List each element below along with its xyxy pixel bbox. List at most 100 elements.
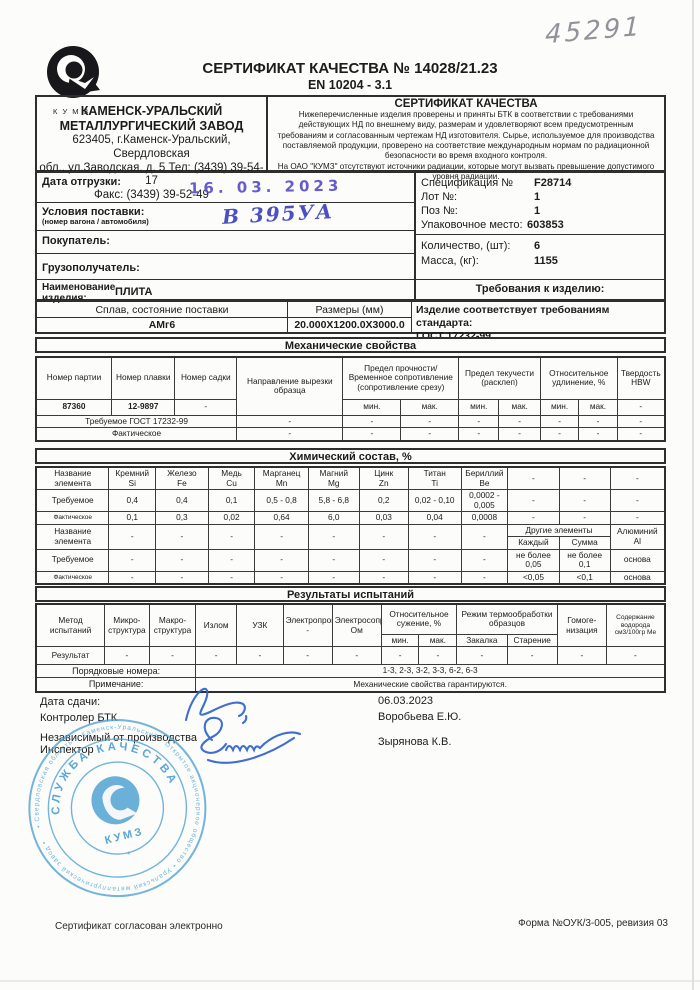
controller-label: Контролер БТК	[40, 712, 118, 724]
dash-cell: -	[506, 646, 558, 666]
chemical-composition-table: Название элемента Кремний Si Железо Fe Мед…	[35, 466, 666, 586]
ordinal-numbers-value: 1-3, 2-3, 3-2, 3-3, 6-2, 6-3	[195, 664, 666, 679]
dash-cell: -	[342, 427, 402, 442]
dash-cell: -	[400, 427, 460, 442]
chem-aluminium-header: Алюминий Al	[609, 523, 666, 550]
chem-header-fe: Железо Fe	[155, 466, 209, 491]
standard-value: ГОСТ 17232-99	[416, 330, 492, 343]
dash-cell: -	[155, 523, 209, 550]
tests-header-elcond: Электропроводность, -	[282, 603, 333, 648]
chem-header-be: Бериллий Be	[460, 466, 509, 491]
chem-required2-row: Требуемое - - - - - - - - не более 0,05 …	[35, 548, 666, 572]
mech-header-melt: Номер плавки	[110, 356, 176, 400]
dash-cell: -	[498, 427, 541, 442]
dash-cell: -	[236, 646, 284, 666]
chem-header-mg: Магний Mg	[307, 466, 360, 491]
chem-header-ti: Титан Ti	[407, 466, 462, 491]
ship-date-stamp: 16. 03. 2023	[188, 176, 343, 198]
scan-edge	[0, 980, 700, 982]
dash-cell: -	[498, 414, 541, 429]
chem-actual2-row: Фактическое - - - - - - - - <0,05 <0,1 о…	[35, 570, 666, 585]
page-subtitle: EN 10204 - 3.1	[307, 78, 393, 92]
chem-header-si: Кремний Si	[108, 466, 156, 491]
signature-flourish	[241, 714, 248, 725]
mech-header-sadka: Номер садки	[174, 356, 238, 400]
dash-cell: -	[104, 646, 150, 666]
mechanical-properties-table: Номер партии Номер плавки Номер садки На…	[35, 356, 666, 442]
chem-required-cu: 0,1	[207, 489, 256, 513]
dash-cell: -	[507, 466, 560, 491]
tests-header-hydrogen: Содержание водорода см3/100гр Ме	[605, 603, 666, 648]
delivery-conditions-label: Условия поставки:	[42, 206, 145, 218]
dash-cell: -	[609, 489, 666, 513]
footer-left: Сертификат согласован электронно	[55, 921, 223, 932]
package-value: 603853	[527, 219, 564, 231]
chem-required-row: Требуемое 0,4 0,4 0,1 0,5 - 0,8 5,8 - 6,…	[35, 489, 666, 513]
chem-actual-mg: 6,0	[307, 511, 360, 525]
chem-actual-zn: 0,03	[358, 511, 409, 525]
chem-actual-fe: 0,3	[155, 511, 209, 525]
dash-cell: -	[207, 548, 256, 572]
ship-date-row: Дата отгрузки: 16. 03. 2023	[37, 173, 414, 203]
dash-cell: -	[358, 570, 409, 585]
standard-label: Изделие соответствует требованиям станда…	[416, 304, 610, 330]
chem-each-label: Каждый	[507, 536, 560, 550]
company-name-line1: КАМЕНСК-УРАЛЬСКИЙ	[80, 104, 223, 118]
dash-cell: -	[148, 646, 197, 666]
batch-number-value: 87360	[35, 398, 112, 416]
quality-stamp: КУМЗ * СЛУЖБА КАЧЕСТВА • Свердловская об…	[0, 687, 240, 934]
dash-cell: -	[254, 523, 309, 550]
chem-required-si: 0,4	[108, 489, 156, 513]
tests-header-micro: Микро- структура	[104, 603, 150, 648]
alloy-size-row: Сплав, состояние поставки Размеры (мм) И…	[35, 300, 666, 342]
alloy-value: АМг6	[37, 318, 288, 332]
company-logo: КУМЗ	[42, 44, 104, 118]
mech-required-row: Требуемое ГОСТ 17232-99 - - - - - - - -	[35, 414, 666, 429]
tests-header-elres: Электросопротивление, Ом	[331, 603, 382, 648]
company-address-line1: 623405, г.Каменск-Уральский, Свердловска…	[72, 134, 231, 160]
mech-header-hardness: Твердость HBW	[616, 356, 666, 400]
mech-actual-label: Фактическое	[35, 427, 238, 442]
dash-cell: -	[418, 646, 458, 666]
dash-cell: -	[236, 427, 344, 442]
buyer-label: Покупатель:	[42, 235, 110, 247]
chem-actual-cu: 0,02	[207, 511, 256, 525]
requirements-label: Требования к изделию:	[475, 283, 605, 295]
product-name-label: Наименование изделия:	[42, 282, 116, 304]
tests-header-thermo: Режим термообработки образцов	[456, 603, 558, 635]
chemical-composition-title: Химический состав, %	[35, 448, 666, 464]
tests-header-method: Метод испытаний	[35, 603, 106, 648]
signatures	[172, 678, 322, 778]
dash-cell: -	[307, 570, 360, 585]
signature-underline	[206, 736, 296, 764]
tests-header-homog: Гомоге- низация	[556, 603, 607, 648]
chem-required-sum: не более 0,1	[558, 548, 611, 572]
chem-others-label: Другие элементы	[507, 523, 611, 538]
inspector-label-line1: Независимый от производства	[40, 732, 198, 744]
dash-cell: -	[558, 511, 611, 525]
dash-cell: -	[407, 570, 462, 585]
handover-date-label: Дата сдачи:	[40, 696, 101, 708]
hardness-sub-cell: -	[616, 398, 666, 416]
size-value: 20.000X1200.0X3000.0	[288, 318, 412, 332]
product-name-row: Наименование изделия: ПЛИТА	[37, 280, 414, 304]
buyer-row: Покупатель:	[37, 231, 414, 254]
quantity-value: 6	[534, 240, 541, 252]
chem-actual-si: 0,1	[108, 511, 156, 525]
certificate-statement-block: СЕРТИФИКАТ КАЧЕСТВА Нижеперечисленные из…	[268, 97, 664, 181]
quench-header: Закалка	[456, 633, 508, 648]
dash-cell: -	[342, 414, 402, 429]
dash-cell: -	[578, 427, 618, 442]
dash-cell: -	[236, 414, 344, 429]
mech-header-row: Номер партии Номер плавки Номер садки На…	[35, 356, 666, 416]
inspector-name: Зырянова К.В.	[378, 736, 452, 748]
chem-required-fe: 0,4	[155, 489, 209, 513]
dash-cell: -	[358, 548, 409, 572]
dash-cell: -	[407, 523, 462, 550]
min-header: мин.	[539, 398, 580, 416]
handover-date-value: 06.03.2023	[378, 695, 434, 707]
company-name-line2: МЕТАЛЛУРГИЧЕСКИЙ ЗАВОД	[59, 119, 244, 133]
dash-cell: -	[207, 570, 256, 585]
dash-cell: -	[460, 548, 509, 572]
